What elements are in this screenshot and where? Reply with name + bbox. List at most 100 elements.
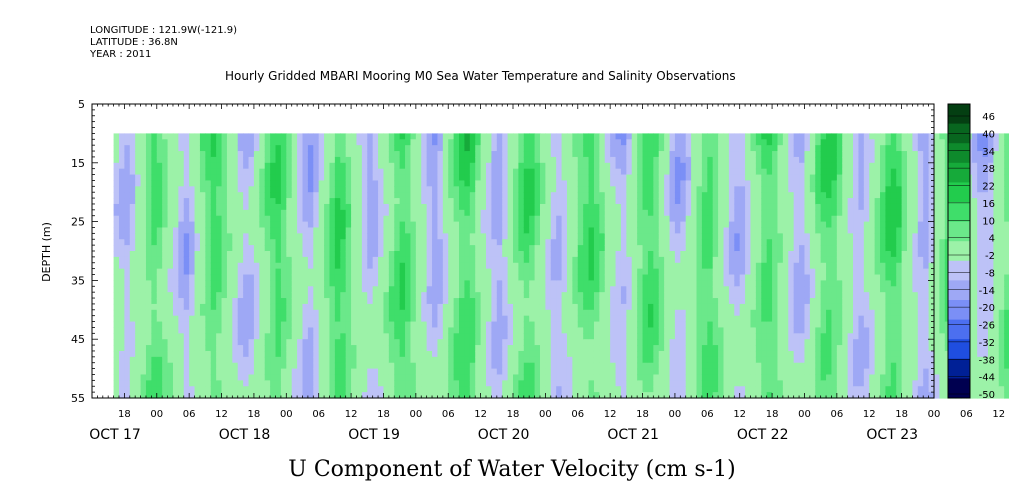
heatmap-cell: [696, 274, 703, 281]
heatmap-cell: [324, 221, 331, 229]
heatmap-cell: [583, 392, 590, 399]
heatmap-cell: [183, 345, 190, 352]
heatmap-cell: [415, 350, 422, 358]
heatmap-cell: [685, 227, 692, 234]
heatmap-cell: [324, 350, 331, 358]
heatmap-cell: [264, 139, 271, 146]
heatmap-cell: [545, 374, 552, 381]
heatmap-cell: [523, 145, 530, 152]
heatmap-cell: [259, 180, 266, 187]
heatmap-cell: [399, 186, 406, 193]
heatmap-cell: [383, 215, 390, 223]
heatmap-cell: [620, 292, 627, 299]
heatmap-cell: [529, 321, 536, 329]
heatmap-cell: [280, 309, 287, 317]
heatmap-cell: [178, 315, 185, 323]
heatmap-cell: [523, 374, 530, 381]
heatmap-cell: [118, 350, 125, 358]
heatmap-cell: [345, 221, 352, 229]
heatmap-cell: [685, 209, 692, 217]
heatmap-cell: [583, 374, 590, 381]
heatmap-cell: [647, 392, 654, 399]
heatmap-cell: [356, 362, 363, 370]
heatmap-cell: [442, 315, 449, 323]
heatmap-cell: [486, 186, 493, 193]
heatmap-cell: [172, 203, 179, 211]
heatmap-cell: [399, 303, 406, 311]
heatmap-cell: [556, 292, 563, 299]
heatmap-cell: [647, 251, 654, 258]
heatmap-cell: [550, 327, 557, 334]
heatmap-cell: [658, 251, 665, 258]
heatmap-cell: [286, 151, 293, 158]
heatmap-cell: [313, 386, 320, 393]
heatmap-cell: [399, 356, 406, 364]
heatmap-cell: [113, 168, 120, 176]
heatmap-cell: [442, 327, 449, 334]
heatmap-cell: [210, 280, 217, 287]
heatmap-cell: [410, 303, 417, 311]
heatmap-cell: [243, 333, 250, 340]
heatmap-cell: [442, 333, 449, 340]
heatmap-cell: [243, 315, 250, 323]
heatmap-cell: [394, 145, 401, 152]
heatmap-cell: [367, 245, 374, 252]
heatmap-cell: [464, 315, 471, 323]
heatmap-cell: [550, 280, 557, 287]
heatmap-cell: [475, 186, 482, 193]
heatmap-cell: [599, 380, 606, 387]
heatmap-cell: [226, 221, 233, 229]
heatmap-cell: [502, 268, 509, 276]
heatmap-cell: [561, 368, 568, 376]
heatmap-cell: [539, 156, 546, 164]
heatmap-cell: [275, 286, 282, 293]
heatmap-cell: [599, 356, 606, 364]
heatmap-cell: [475, 280, 482, 287]
heatmap-cell: [307, 145, 314, 152]
heatmap-cell: [367, 327, 374, 334]
heatmap-cell: [691, 180, 698, 187]
heatmap-cell: [421, 303, 428, 311]
heatmap-cell: [388, 227, 395, 234]
heatmap-cell: [248, 227, 255, 234]
heatmap-cell: [275, 198, 282, 205]
heatmap-cell: [243, 380, 250, 387]
heatmap-cell: [696, 227, 703, 234]
heatmap-cell: [658, 374, 665, 381]
heatmap-cell: [432, 339, 439, 346]
heatmap-cell: [367, 203, 374, 211]
heatmap-cell: [701, 356, 708, 364]
heatmap-cell: [637, 139, 644, 146]
heatmap-cell: [405, 227, 412, 234]
heatmap-cell: [620, 286, 627, 293]
heatmap-cell: [550, 321, 557, 329]
heatmap-cell: [237, 339, 244, 346]
heatmap-cell: [302, 133, 309, 140]
heatmap-cell: [297, 215, 304, 223]
heatmap-cell: [124, 298, 131, 305]
heatmap-cell: [329, 362, 336, 370]
heatmap-cell: [329, 374, 336, 381]
heatmap-cell: [340, 345, 347, 352]
heatmap-cell: [637, 162, 644, 170]
heatmap-cell: [599, 274, 606, 281]
heatmap-cell: [556, 386, 563, 393]
heatmap-cell: [680, 392, 687, 399]
heatmap-cell: [566, 368, 573, 376]
heatmap-cell: [334, 203, 341, 211]
heatmap-cell: [378, 303, 385, 311]
heatmap-cell: [620, 392, 627, 399]
heatmap-cell: [459, 233, 466, 240]
heatmap-cell: [545, 315, 552, 323]
heatmap-cell: [577, 333, 584, 340]
heatmap-cell: [539, 345, 546, 352]
heatmap-cell: [199, 286, 206, 293]
heatmap-cell: [351, 162, 358, 170]
heatmap-cell: [232, 327, 239, 334]
heatmap-cell: [550, 374, 557, 381]
heatmap-cell: [421, 321, 428, 329]
heatmap-cell: [135, 386, 142, 393]
heatmap-cell: [664, 345, 671, 352]
heatmap-cell: [518, 198, 525, 205]
heatmap-cell: [329, 274, 336, 281]
